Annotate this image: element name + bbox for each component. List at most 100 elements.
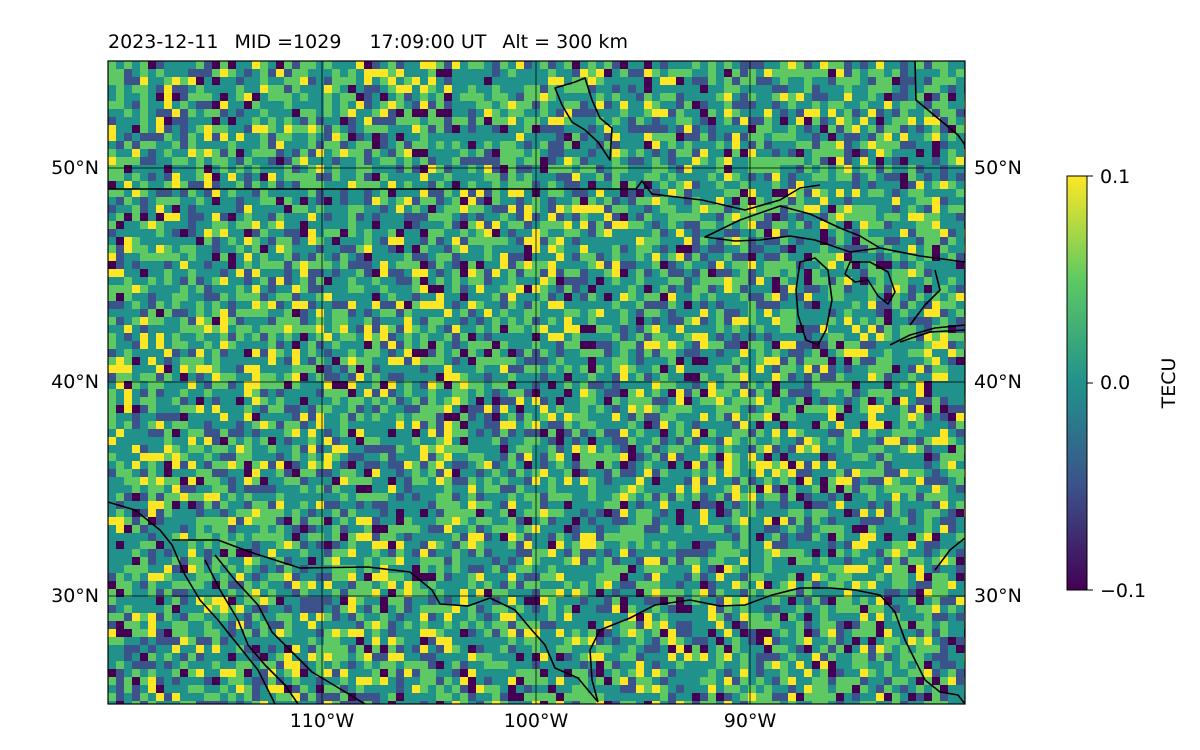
tec-cell <box>716 229 724 237</box>
tec-cell <box>548 61 556 69</box>
tec-cell <box>124 237 132 245</box>
tec-cell <box>132 237 140 245</box>
tec-cell <box>764 277 772 285</box>
tec-cell <box>380 221 388 229</box>
tec-cell <box>948 101 956 109</box>
tec-cell <box>740 365 748 373</box>
tec-cell <box>372 101 380 109</box>
tec-cell <box>444 213 452 221</box>
tec-cell <box>252 125 260 133</box>
tec-cell <box>948 389 956 397</box>
tec-cell <box>708 237 716 245</box>
tec-cell <box>300 325 308 333</box>
tec-cell <box>644 69 652 77</box>
tec-cell <box>628 157 636 165</box>
tec-cell <box>956 389 964 397</box>
tec-cell <box>956 405 964 413</box>
tec-cell <box>188 245 196 253</box>
tec-cell <box>364 109 372 117</box>
tec-cell <box>916 253 924 261</box>
tec-cell <box>540 189 548 197</box>
tec-cell <box>860 245 868 253</box>
tec-cell <box>572 381 580 389</box>
tec-cell <box>596 109 604 117</box>
tec-cell <box>196 405 204 413</box>
tec-cell <box>900 285 908 293</box>
tec-cell <box>188 405 196 413</box>
tec-cell <box>892 325 900 333</box>
tec-cell <box>580 333 588 341</box>
tec-cell <box>356 413 364 421</box>
tec-cell <box>212 421 220 429</box>
tec-cell <box>244 429 252 437</box>
tec-cell <box>860 157 868 165</box>
tec-cell <box>836 61 844 69</box>
tec-cell <box>356 77 364 85</box>
tec-cell <box>860 341 868 349</box>
tec-cell <box>300 85 308 93</box>
tec-cell <box>556 245 564 253</box>
tec-cell <box>132 269 140 277</box>
tec-cell <box>388 85 396 93</box>
tec-cell <box>572 405 580 413</box>
tec-cell <box>396 277 404 285</box>
tec-cell <box>140 301 148 309</box>
tec-cell <box>156 405 164 413</box>
tec-cell <box>836 229 844 237</box>
tec-cell <box>276 277 284 285</box>
tec-cell <box>540 413 548 421</box>
tec-cell <box>204 413 212 421</box>
tec-cell <box>260 341 268 349</box>
tec-cell <box>444 253 452 261</box>
tec-cell <box>140 413 148 421</box>
tec-cell <box>124 405 132 413</box>
tec-cell <box>300 69 308 77</box>
tec-cell <box>556 261 564 269</box>
tec-cell <box>140 173 148 181</box>
tec-cell <box>796 229 804 237</box>
tec-cell <box>428 69 436 77</box>
tec-cell <box>468 133 476 141</box>
tec-cell <box>436 277 444 285</box>
tec-cell <box>188 389 196 397</box>
tec-cell <box>748 333 756 341</box>
tec-cell <box>436 341 444 349</box>
tec-cell <box>644 333 652 341</box>
tec-cell <box>388 149 396 157</box>
tec-cell <box>196 237 204 245</box>
tec-cell <box>124 253 132 261</box>
tec-cell <box>324 349 332 357</box>
tec-cell <box>460 165 468 173</box>
tec-cell <box>444 85 452 93</box>
tec-cell <box>924 85 932 93</box>
tec-cell <box>580 269 588 277</box>
tec-cell <box>364 349 372 357</box>
tec-cell <box>468 285 476 293</box>
tec-cell <box>796 173 804 181</box>
tec-cell <box>372 357 380 365</box>
tec-cell <box>876 133 884 141</box>
tec-cell <box>756 389 764 397</box>
tec-cell <box>756 205 764 213</box>
tec-cell <box>748 421 756 429</box>
tec-cell <box>380 333 388 341</box>
tec-cell <box>204 245 212 253</box>
tec-cell <box>564 189 572 197</box>
tec-cell <box>236 285 244 293</box>
tec-cell <box>540 141 548 149</box>
tec-cell <box>668 237 676 245</box>
tec-cell <box>356 293 364 301</box>
tec-cell <box>764 365 772 373</box>
tec-cell <box>436 349 444 357</box>
tec-cell <box>556 221 564 229</box>
tec-cell <box>476 341 484 349</box>
tec-cell <box>620 381 628 389</box>
tec-cell <box>804 165 812 173</box>
tec-cell <box>292 277 300 285</box>
tec-cell <box>852 101 860 109</box>
tec-cell <box>300 413 308 421</box>
tec-cell <box>164 197 172 205</box>
tec-cell <box>620 61 628 69</box>
tec-cell <box>252 365 260 373</box>
tec-cell <box>940 253 948 261</box>
